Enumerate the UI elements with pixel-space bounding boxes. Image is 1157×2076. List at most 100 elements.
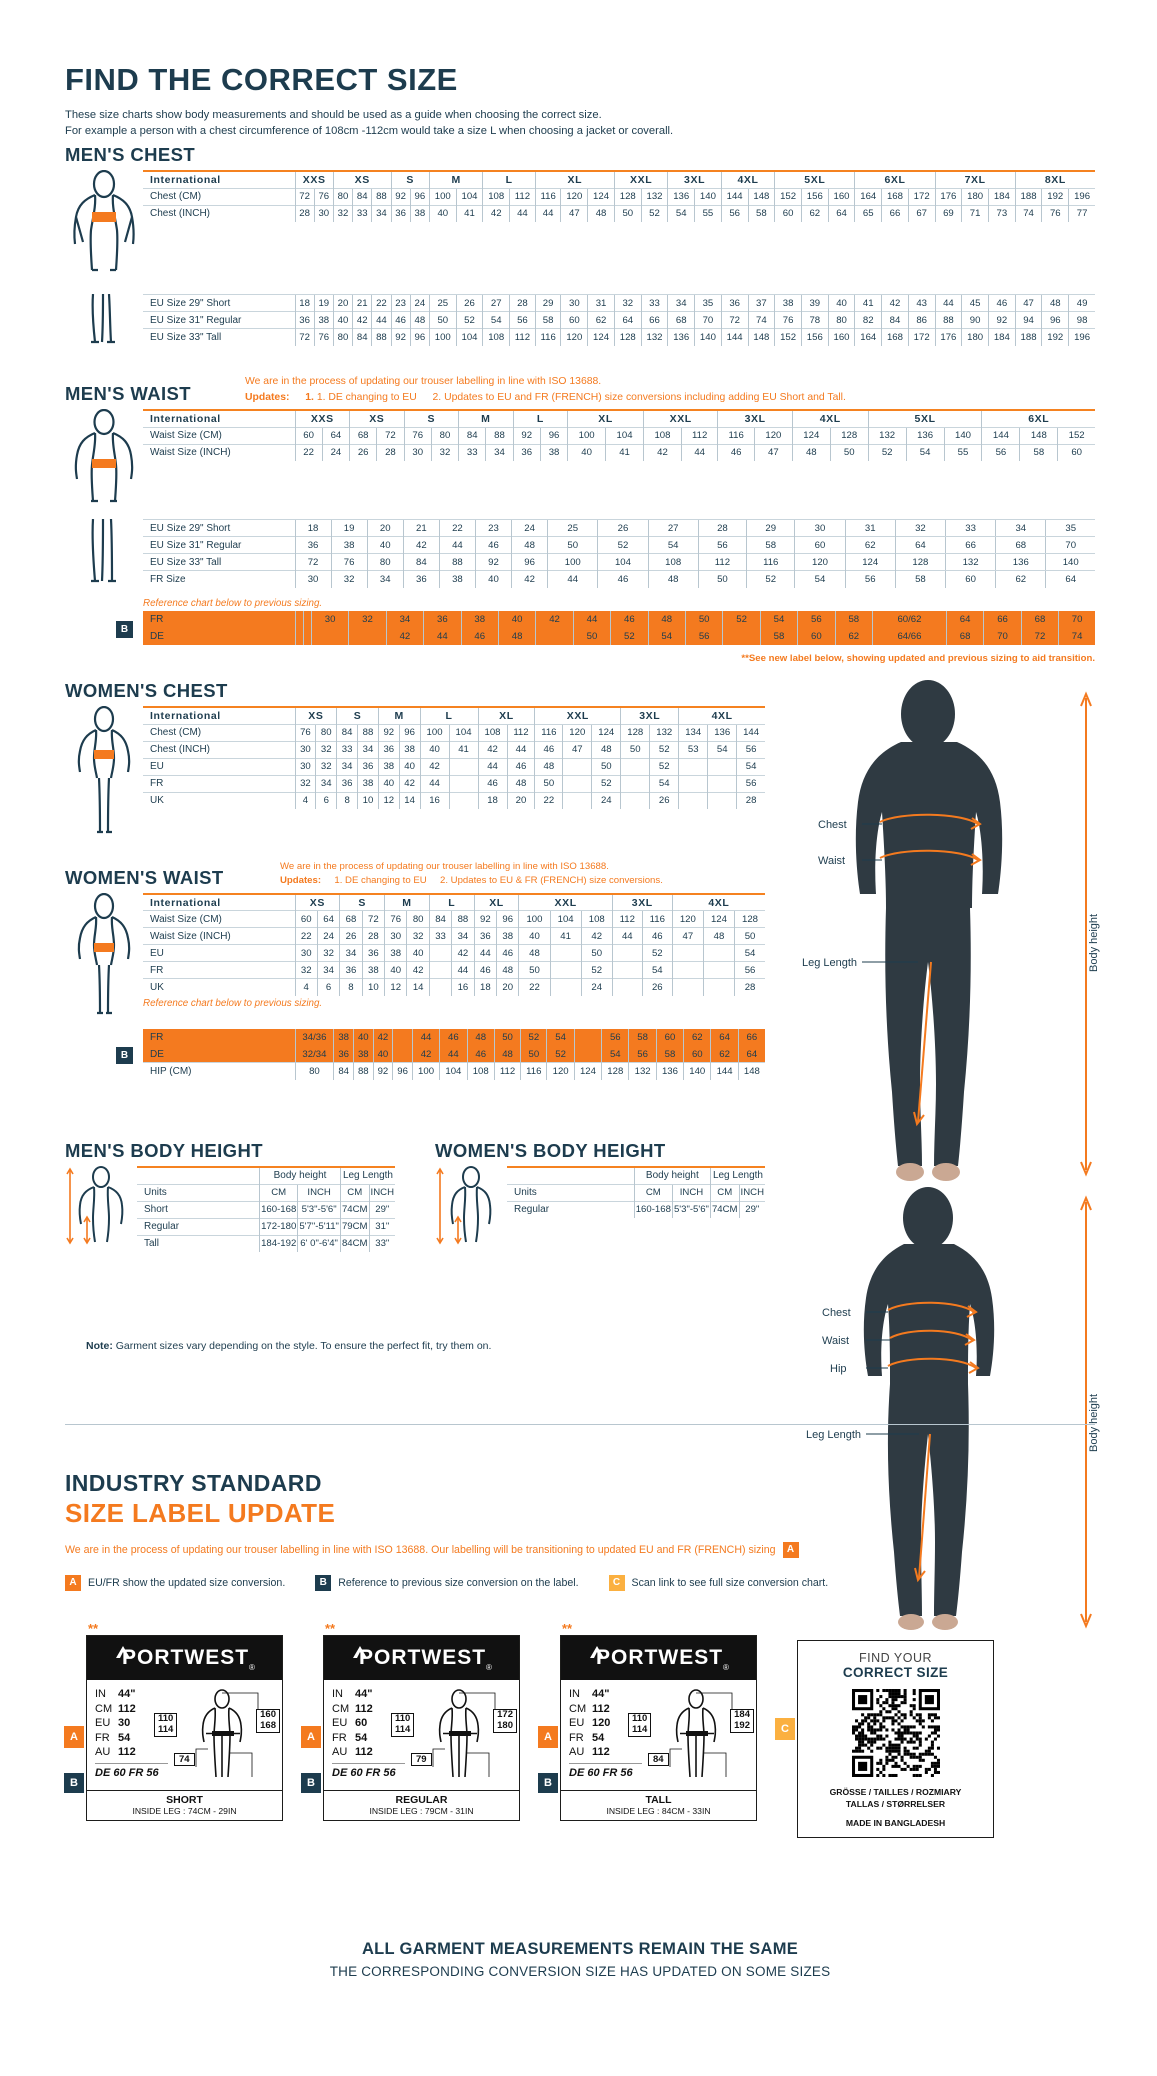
data-cell: 74 [1058, 628, 1095, 646]
data-cell: 116 [641, 910, 673, 928]
data-cell: 50 [520, 1045, 547, 1063]
data-cell: 48 [409, 311, 430, 329]
label-size-value: 112 [355, 1702, 373, 1715]
data-cell [678, 791, 708, 809]
mens-waist-iso-note: We are in the process of updating our tr… [245, 376, 602, 387]
table-row: Waist Size (INCH) 22 24 26 28 30 32 33 34 36 38 40 4… [143, 927, 765, 945]
qr-code-image[interactable] [851, 1689, 940, 1777]
data-cell: 76 [1041, 204, 1069, 222]
data-cell: 60/62 [872, 611, 947, 629]
data-cell: 58 [1019, 443, 1058, 462]
column-header-XL: XL [567, 409, 644, 428]
mens-bh-subheader-inch: INCH [368, 1183, 395, 1201]
data-cell: 62 [844, 536, 896, 554]
data-cell: 76 [294, 723, 316, 741]
mens-bh-group-body-height: Body height [259, 1166, 341, 1184]
table-row: Short 160-168 5'3"-5'6" 74CM 29" [137, 1200, 395, 1218]
data-cell: 36 [294, 536, 332, 554]
qr-code-svg[interactable] [851, 1689, 940, 1777]
data-cell: 72 [294, 328, 315, 346]
data-cell: 62 [683, 1028, 711, 1046]
column-header-7XL: 7XL [934, 170, 1016, 188]
female-height-figure [435, 1166, 507, 1251]
data-cell: 40 [474, 570, 512, 588]
data-cell: 132 [944, 553, 996, 571]
data-cell: 62 [800, 204, 829, 222]
data-cell: 68 [945, 628, 984, 646]
data-cell: 44 [371, 311, 392, 329]
row-label: EU Size 31" Regular [143, 311, 295, 329]
mens-waist-tbody: International XXS XS S M L XL XXL 3XL 4XL 5XL 6XL Wa… [143, 409, 1095, 462]
data-cell: 184 [987, 328, 1016, 346]
data-cell: 47 [1014, 294, 1042, 312]
data-cell: 52 [546, 1045, 575, 1063]
data-cell: 20 [506, 791, 535, 809]
data-cell: 40 [352, 1028, 374, 1046]
male-model-svg: Chest Waist Leg Length Body height [802, 680, 1100, 1181]
female-model-svg: Chest Waist Hip Leg Length Body height [806, 1187, 1100, 1630]
data-cell: 18 [473, 978, 497, 996]
label-de-fr: DE 60 FR 56 [569, 1762, 642, 1781]
brand-name: PORTWEST [596, 1646, 724, 1669]
label-size-fr: FR 54 [569, 1731, 642, 1746]
data-cell: 64/66 [872, 628, 947, 646]
data-cell: 84 [352, 328, 372, 346]
orange-reference-row: DE 32/34 36 38 40 42 44 46 48 50 52 54 56 58 60 62 64 [143, 1045, 765, 1063]
data-cell: 40 [428, 204, 457, 222]
data-cell: 33 [336, 740, 358, 758]
data-cell: 42 [477, 740, 508, 758]
data-cell: 54 [905, 443, 945, 462]
data-cell: 34 [366, 570, 404, 588]
data-cell: 176 [934, 187, 962, 205]
data-cell: 53 [678, 740, 708, 758]
table-row: EU Size 29" Short 18 19 20 21 22 23 24 25 26 27 28 2… [143, 294, 1095, 312]
data-cell: 184-192 [259, 1234, 298, 1252]
data-cell: 6' 0"-6'4" [297, 1234, 341, 1252]
data-cell: 42 [580, 927, 613, 945]
data-cell: 54 [759, 611, 798, 629]
data-cell: 32 [294, 961, 318, 979]
data-cell: 22 [294, 927, 318, 945]
data-cell: 36 [361, 944, 385, 962]
mens-bh-subheader-cm: CM [259, 1183, 298, 1201]
data-cell: 144 [720, 187, 749, 205]
womens-waist-orange-table: FR 34/36 38 40 42 44 46 48 50 52 54 56 58 60 62 64 66 DE 3… [143, 1028, 765, 1080]
label-inside-leg: INSIDE LEG : 79CM - 31IN [369, 1806, 474, 1816]
mens-bh-subheader-units: Units [137, 1183, 260, 1201]
data-cell: 29 [534, 294, 561, 312]
data-cell: 132 [640, 187, 668, 205]
data-cell: 34 [485, 443, 514, 462]
data-cell: 10 [361, 978, 385, 996]
orange-reference-row: FR 30 32 34 36 38 40 42 44 46 48 50 52 54 56 58 60/62 64 6… [143, 611, 1095, 629]
mens-body-height-section: MEN'S BODY HEIGHT [65, 1140, 395, 1252]
data-cell: 40 [366, 536, 404, 554]
label-chest-male: Chest [818, 819, 847, 831]
data-cell: 86 [907, 311, 936, 329]
data-cell: 29" [738, 1200, 765, 1218]
column-header-XXL: XXL [642, 409, 718, 428]
page-header: FIND THE CORRECT SIZE These size charts … [65, 62, 1095, 139]
data-cell: 72 [1020, 628, 1059, 646]
data-cell: 34 [315, 774, 337, 792]
label-size-key: CM [332, 1702, 350, 1715]
label-size-in: IN 44" [569, 1687, 642, 1702]
mens-waist-table: International XXS XS S M L XL XXL 3XL 4XL 5XL 6XL Wa… [143, 409, 1095, 462]
label-footer: REGULAR INSIDE LEG : 79CM - 31IN [324, 1790, 519, 1820]
data-cell: 44 [509, 204, 536, 222]
female-model-diagram: Chest Waist Hip Leg Length Body height [800, 1180, 1100, 1640]
label-size-in: IN 44" [95, 1687, 168, 1702]
mens-waist-title: MEN'S WAIST [65, 383, 191, 405]
data-cell: 42 [385, 628, 424, 646]
column-header-4XL: 4XL [720, 170, 775, 188]
mens-waist-eu-table: EU Size 29" Short 18 19 20 21 22 23 24 25 26 27 28 2… [143, 519, 1095, 588]
data-cell: 46 [466, 1045, 495, 1063]
data-cell: 69 [934, 204, 962, 222]
footer-line-2: THE CORRESPONDING CONVERSION SIZE HAS UP… [329, 1964, 831, 1979]
note-text: Garment sizes vary depending on the styl… [112, 1340, 492, 1352]
data-cell: 60 [1057, 443, 1095, 462]
data-cell: 124 [791, 426, 831, 445]
data-cell: 52 [867, 443, 907, 462]
data-cell: 14 [406, 978, 430, 996]
data-cell: 34/36 [294, 1028, 334, 1046]
data-cell: 24 [321, 443, 350, 462]
